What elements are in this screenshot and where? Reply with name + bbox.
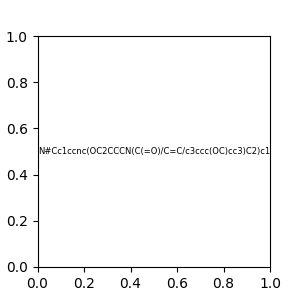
Text: N#Cc1ccnc(OC2CCCN(C(=O)/C=C/c3ccc(OC)cc3)C2)c1: N#Cc1ccnc(OC2CCCN(C(=O)/C=C/c3ccc(OC)cc3… <box>38 147 270 156</box>
